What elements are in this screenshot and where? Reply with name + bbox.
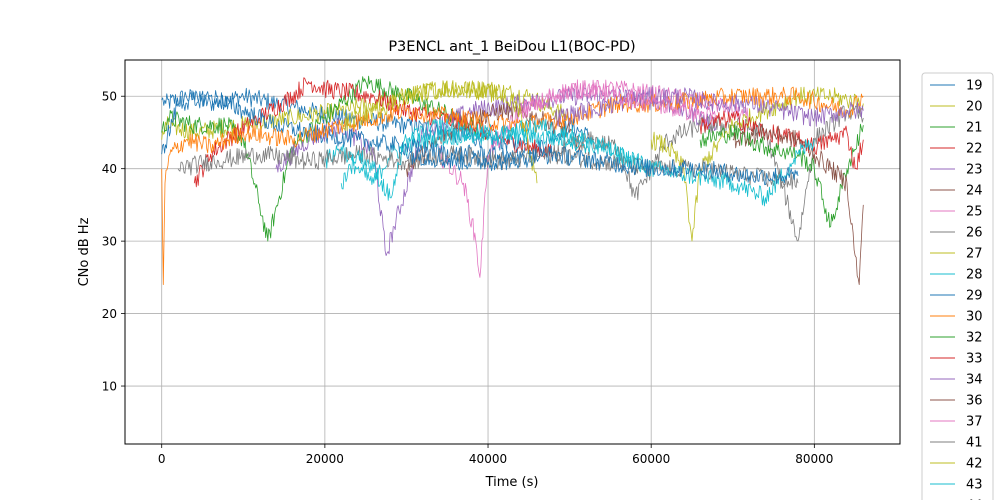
series-line-37 [520,80,717,124]
series-line-30 [161,86,864,285]
legend-label: 36 [966,394,983,409]
series-line-19 [161,87,595,155]
x-tick-label: 0 [158,452,166,466]
series-line-27 [650,86,864,242]
legend-label: 43 [966,478,983,493]
legend: 19 20 21 22 23 24 25 26 27 28 29 30 32 33 34 36 37 41 42 43… [930,79,983,500]
x-tick-label: 40000 [469,452,507,466]
legend-label: 41 [966,436,983,451]
legend-label: 23 [966,163,983,178]
legend-label: 29 [966,289,983,304]
y-axis-label: CNo dB Hz [77,217,92,286]
series-line-21 [161,75,489,242]
series-line-41 [177,144,799,190]
legend-label: 37 [966,415,983,430]
x-axis-label: Time (s) [485,475,539,490]
x-axis: 0 20000 40000 60000 80000 [158,444,833,466]
legend-label: 27 [966,247,983,262]
x-tick-label: 60000 [632,452,670,466]
series-line-20 [161,80,570,141]
x-tick-label: 20000 [306,452,344,466]
y-tick-label: 10 [102,380,117,394]
legend-label: 44 [966,499,983,500]
legend-frame [921,72,994,500]
series-line-42 [340,80,538,184]
y-tick-label: 40 [102,162,117,176]
chart-title: P3ENCL ant_1 BeiDou L1(BOC-PD) [388,39,635,55]
legend-label: 22 [966,142,983,157]
series-line-32 [699,123,864,228]
series-lines [161,75,864,285]
legend-label: 24 [966,184,983,199]
y-tick-label: 20 [102,307,117,321]
x-tick-label: 80000 [795,452,833,466]
plot-area [125,60,900,444]
legend-label: 28 [966,268,983,283]
legend-label: 21 [966,121,983,136]
y-tick-label: 50 [102,90,117,104]
legend-label: 34 [966,373,983,388]
legend-label: 32 [966,331,983,346]
series-line-34 [552,86,864,127]
y-tick-label: 30 [102,235,117,249]
legend-label: 25 [966,205,983,220]
legend-label: 19 [966,79,983,94]
series-line-44 [406,145,799,186]
series-line-36 [732,123,864,285]
legend-label: 42 [966,457,983,472]
series-line-43 [340,117,815,207]
plot-frame [124,59,901,445]
legend-label: 20 [966,100,983,115]
y-axis: 10 20 30 40 50 [102,90,125,394]
legend-label: 26 [966,226,983,241]
legend-label: 30 [966,310,983,325]
legend-label: 33 [966,352,983,367]
